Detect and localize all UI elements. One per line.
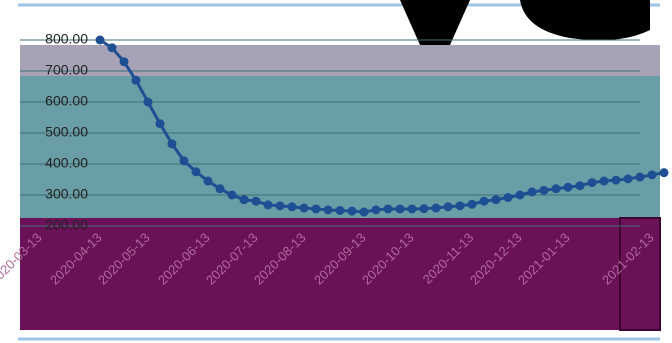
point bbox=[239, 195, 249, 205]
point bbox=[371, 205, 381, 215]
point bbox=[551, 184, 561, 194]
point bbox=[203, 176, 213, 186]
point bbox=[587, 178, 597, 188]
point bbox=[407, 204, 417, 214]
point bbox=[287, 202, 297, 212]
band bbox=[20, 76, 660, 218]
y-tick-label: 700.00 bbox=[45, 62, 88, 78]
y-tick-label: 200.00 bbox=[45, 217, 88, 233]
y-tick-label: 500.00 bbox=[45, 124, 88, 140]
y-tick-label: 300.00 bbox=[45, 186, 88, 202]
point bbox=[467, 199, 477, 209]
point bbox=[215, 184, 225, 194]
point bbox=[575, 181, 585, 191]
point bbox=[647, 170, 657, 180]
point bbox=[539, 185, 549, 195]
point bbox=[323, 205, 333, 215]
y-tick-label: 600.00 bbox=[45, 93, 88, 109]
point bbox=[659, 168, 669, 178]
point bbox=[359, 207, 369, 217]
y-tick-label: 800.00 bbox=[45, 31, 88, 47]
band-frame bbox=[619, 217, 661, 331]
point bbox=[635, 172, 645, 182]
point bbox=[563, 182, 573, 192]
point bbox=[275, 201, 285, 211]
point bbox=[143, 97, 153, 107]
point bbox=[131, 75, 141, 85]
point bbox=[155, 119, 165, 129]
point bbox=[179, 156, 189, 166]
point bbox=[119, 57, 129, 67]
point bbox=[455, 201, 465, 211]
point bbox=[107, 43, 117, 53]
occluding-shape bbox=[400, 0, 650, 45]
point bbox=[299, 203, 309, 213]
point bbox=[503, 192, 513, 202]
point bbox=[443, 202, 453, 212]
point bbox=[395, 204, 405, 214]
point bbox=[263, 200, 273, 210]
point bbox=[419, 204, 429, 214]
point bbox=[311, 204, 321, 214]
point bbox=[95, 35, 105, 45]
point bbox=[227, 190, 237, 200]
point bbox=[335, 206, 345, 215]
point bbox=[479, 196, 489, 206]
y-tick-label: 400.00 bbox=[45, 155, 88, 171]
point bbox=[383, 204, 393, 214]
background-bands bbox=[20, 45, 661, 331]
point bbox=[347, 206, 357, 216]
point bbox=[515, 190, 525, 200]
point bbox=[611, 175, 621, 185]
point bbox=[191, 167, 201, 177]
point bbox=[527, 187, 537, 197]
point bbox=[251, 196, 261, 206]
point bbox=[491, 195, 501, 205]
point bbox=[599, 176, 609, 186]
point bbox=[167, 139, 177, 149]
point bbox=[431, 203, 441, 213]
point bbox=[623, 174, 633, 184]
band bbox=[20, 218, 660, 330]
